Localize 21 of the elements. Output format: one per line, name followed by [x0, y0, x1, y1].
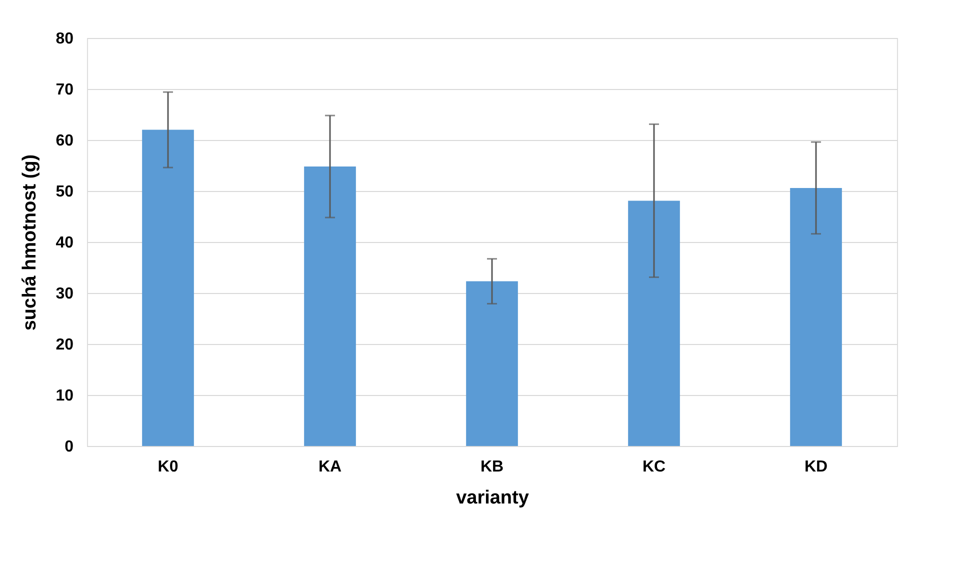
y-tick-label: 0	[64, 438, 74, 456]
y-tick-label: 30	[56, 286, 74, 302]
bar	[142, 130, 194, 446]
bar	[304, 166, 356, 446]
bar	[790, 188, 842, 446]
y-tick-label: 20	[56, 336, 74, 354]
y-tick-label: 10	[56, 388, 74, 404]
bar	[466, 281, 518, 446]
y-tick-label: 50	[56, 184, 74, 200]
x-tick-label: KB	[480, 458, 504, 476]
y-axis-title: suchá hmotnost (g)	[20, 154, 41, 331]
x-tick-label: KA	[318, 458, 342, 476]
bar	[628, 200, 680, 446]
x-axis-title: varianty	[456, 488, 530, 508]
y-tick-label: 80	[56, 30, 74, 48]
x-tick-label: KD	[804, 458, 828, 476]
x-tick-label: KC	[642, 458, 666, 476]
y-tick-label: 70	[56, 82, 74, 98]
x-tick-label: K0	[158, 458, 178, 476]
y-tick-label: 40	[56, 234, 74, 252]
y-tick-label: 60	[56, 132, 74, 150]
